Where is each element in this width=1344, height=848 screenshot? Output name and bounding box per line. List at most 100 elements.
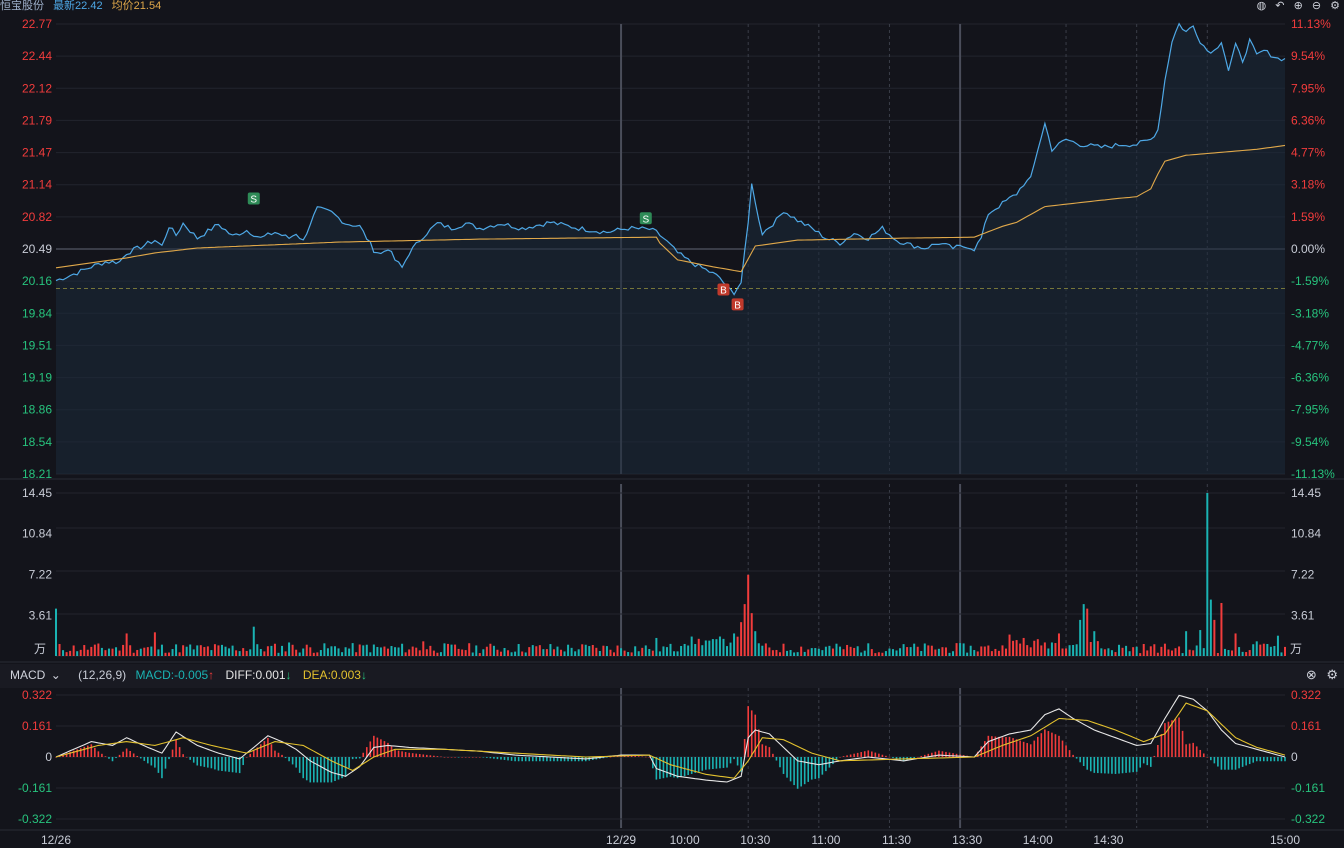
- macd-indicator-select[interactable]: MACD ⌄: [10, 668, 69, 682]
- volume-bar: [736, 636, 739, 656]
- macd-histogram-bar: [768, 747, 771, 757]
- volume-bar: [839, 646, 842, 656]
- volume-bar: [708, 640, 711, 656]
- volume-bar: [464, 650, 467, 656]
- volume-bar: [1118, 644, 1121, 656]
- volume-bar: [1036, 639, 1039, 656]
- volume-bar: [510, 652, 513, 656]
- volume-bar: [1022, 637, 1025, 656]
- gear-icon[interactable]: ⚙: [1326, 667, 1338, 682]
- avg-price-label: 均价21.54: [111, 0, 162, 12]
- volume-bar: [1043, 642, 1046, 656]
- macd-histogram-bar: [892, 757, 894, 758]
- volume-bar: [97, 643, 100, 656]
- volume-bar: [711, 639, 714, 656]
- macd-histogram-bar: [189, 757, 192, 760]
- volume-bar: [196, 645, 199, 656]
- macd-histogram-bar: [309, 757, 312, 783]
- macd-histogram-bar: [687, 757, 689, 776]
- marker-label: B: [720, 286, 727, 297]
- macd-histogram-bar: [1206, 757, 1209, 758]
- volume-bar: [175, 644, 178, 656]
- macd-histogram-bar: [563, 757, 566, 762]
- macd-histogram-bar: [136, 755, 139, 757]
- volume-bar: [531, 645, 534, 656]
- macd-histogram-bar: [415, 753, 418, 757]
- volume-bar: [687, 645, 690, 656]
- macd-histogram-bar: [231, 757, 234, 773]
- macd-histogram-bar: [454, 757, 456, 758]
- macd-histogram-bar: [1231, 757, 1233, 770]
- macd-histogram-bar: [606, 757, 608, 758]
- volume-bar: [680, 645, 683, 656]
- volume-bar: [316, 652, 319, 656]
- volume-bar: [584, 644, 587, 656]
- macd-histogram-bar: [1001, 737, 1004, 757]
- volume-bar: [1047, 648, 1050, 656]
- macd-histogram-bar: [1171, 720, 1173, 757]
- volume-bar: [641, 647, 644, 656]
- macd-histogram-bar: [1181, 730, 1184, 757]
- volume-bar: [754, 631, 757, 656]
- macd-histogram-bar: [132, 753, 135, 757]
- volume-bar: [535, 646, 538, 656]
- volume-bar: [620, 648, 623, 656]
- close-icon[interactable]: ⊗: [1305, 667, 1317, 682]
- macd-histogram-bar: [1135, 757, 1138, 772]
- macd-tick-label-right: 0.161: [1291, 719, 1321, 733]
- macd-histogram-bar: [323, 757, 326, 783]
- volume-bar: [690, 636, 693, 656]
- undo-icon[interactable]: ↶: [1275, 0, 1285, 12]
- volume-bar: [397, 647, 400, 656]
- macd-histogram-bar: [856, 752, 859, 757]
- volume-bar: [1163, 643, 1166, 656]
- volume-bar: [111, 648, 114, 656]
- volume-bar: [1213, 619, 1216, 656]
- macd-histogram-bar: [793, 757, 795, 786]
- macd-histogram-bar: [814, 757, 817, 779]
- macd-histogram-bar: [1100, 757, 1103, 774]
- volume-bar: [457, 648, 460, 656]
- time-tick-label: 14:00: [1023, 833, 1053, 847]
- volume-bar: [1188, 649, 1191, 656]
- volume-bar: [425, 649, 428, 656]
- macd-histogram-bar: [129, 750, 131, 757]
- volume-bar: [217, 645, 220, 656]
- volume-bar: [319, 650, 322, 656]
- volume-bar: [224, 646, 227, 656]
- volume-bar: [997, 650, 1000, 656]
- macd-histogram-bar: [337, 757, 340, 780]
- macd-histogram-bar: [83, 746, 86, 757]
- price-tick-label-left: 21.47: [22, 146, 52, 160]
- volume-bar: [348, 648, 351, 656]
- macd-histogram-bar: [157, 757, 160, 773]
- volume-bar: [288, 642, 291, 656]
- macd-histogram-bar: [938, 750, 940, 757]
- volume-bar: [1005, 648, 1008, 656]
- volume-bar: [683, 643, 686, 656]
- indicator-icon[interactable]: ◍: [1256, 0, 1267, 12]
- volume-bar: [768, 647, 771, 656]
- volume-bar: [1227, 650, 1230, 656]
- macd-histogram-bar: [221, 757, 223, 771]
- macd-histogram-bar: [457, 757, 460, 758]
- volume-bar: [404, 652, 407, 656]
- macd-histogram-bar: [503, 757, 506, 760]
- volume-bar: [764, 643, 767, 656]
- volume-bar: [429, 645, 432, 656]
- volume-bar: [1054, 643, 1057, 656]
- gear-icon[interactable]: ⚙: [1330, 0, 1340, 12]
- macd-histogram-bar: [1029, 744, 1032, 757]
- time-tick-label: 11:00: [811, 833, 840, 847]
- macd-histogram-bar: [556, 757, 559, 762]
- macd-histogram-bar: [111, 757, 114, 762]
- macd-histogram-bar: [139, 757, 142, 759]
- zoom-in-icon[interactable]: ⊕: [1293, 0, 1303, 12]
- pct-tick-label-right: -4.77%: [1291, 338, 1329, 352]
- zoom-out-icon[interactable]: ⊖: [1311, 0, 1322, 12]
- volume-bar: [192, 649, 195, 656]
- macd-histogram-bar: [1142, 757, 1145, 764]
- pct-tick-label-right: -7.95%: [1291, 403, 1329, 417]
- macd-histogram-bar: [475, 757, 478, 758]
